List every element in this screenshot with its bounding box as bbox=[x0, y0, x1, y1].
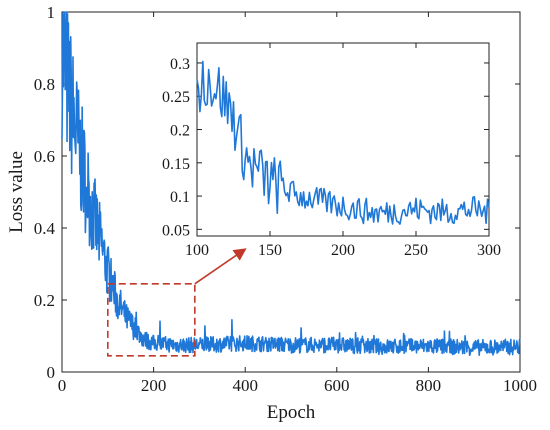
main-y-tick-label: 0 bbox=[47, 363, 56, 382]
main-x-tick-label: 1000 bbox=[503, 376, 537, 395]
inset-y-tick-label: 0.05 bbox=[162, 222, 190, 239]
main-x-tick-label: 800 bbox=[416, 376, 442, 395]
main-y-tick-label: 0.4 bbox=[34, 219, 56, 238]
main-y-tick-label: 1 bbox=[47, 3, 56, 22]
inset-x-tick-label: 150 bbox=[258, 242, 282, 259]
inset-x-tick-label: 300 bbox=[477, 242, 501, 259]
inset-y-tick-label: 0.2 bbox=[170, 123, 190, 140]
inset-x-tick-label: 250 bbox=[404, 242, 428, 259]
inset-x-tick-label: 200 bbox=[331, 242, 355, 259]
main-x-tick-label: 0 bbox=[58, 376, 67, 395]
main-x-tick-label: 200 bbox=[141, 376, 167, 395]
main-x-tick-label: 600 bbox=[324, 376, 350, 395]
zoom-arrow bbox=[194, 248, 247, 285]
main-x-tick-label: 400 bbox=[232, 376, 258, 395]
inset-x-tick-label: 100 bbox=[185, 242, 209, 259]
main-y-tick-label: 0.8 bbox=[34, 75, 55, 94]
inset-y-tick-label: 0.15 bbox=[162, 156, 190, 173]
y-axis-title: Loss value bbox=[6, 151, 27, 233]
zoom-region-box bbox=[107, 282, 196, 357]
main-y-tick-label: 0.2 bbox=[34, 291, 55, 310]
inset-y-tick-label: 0.3 bbox=[170, 56, 190, 73]
x-axis-title: Epoch bbox=[267, 402, 316, 423]
main-loss-line bbox=[61, 11, 521, 356]
inset-loss-line bbox=[196, 60, 490, 225]
inset-plot: 100 150 200 250 300 0.05 0.1 0.15 0.2 0.25 0.3 bbox=[162, 42, 501, 259]
inset-y-tick-label: 0.25 bbox=[162, 89, 190, 106]
inset-y-tick-label: 0.1 bbox=[170, 189, 190, 206]
main-y-tick-label: 0.6 bbox=[34, 147, 55, 166]
